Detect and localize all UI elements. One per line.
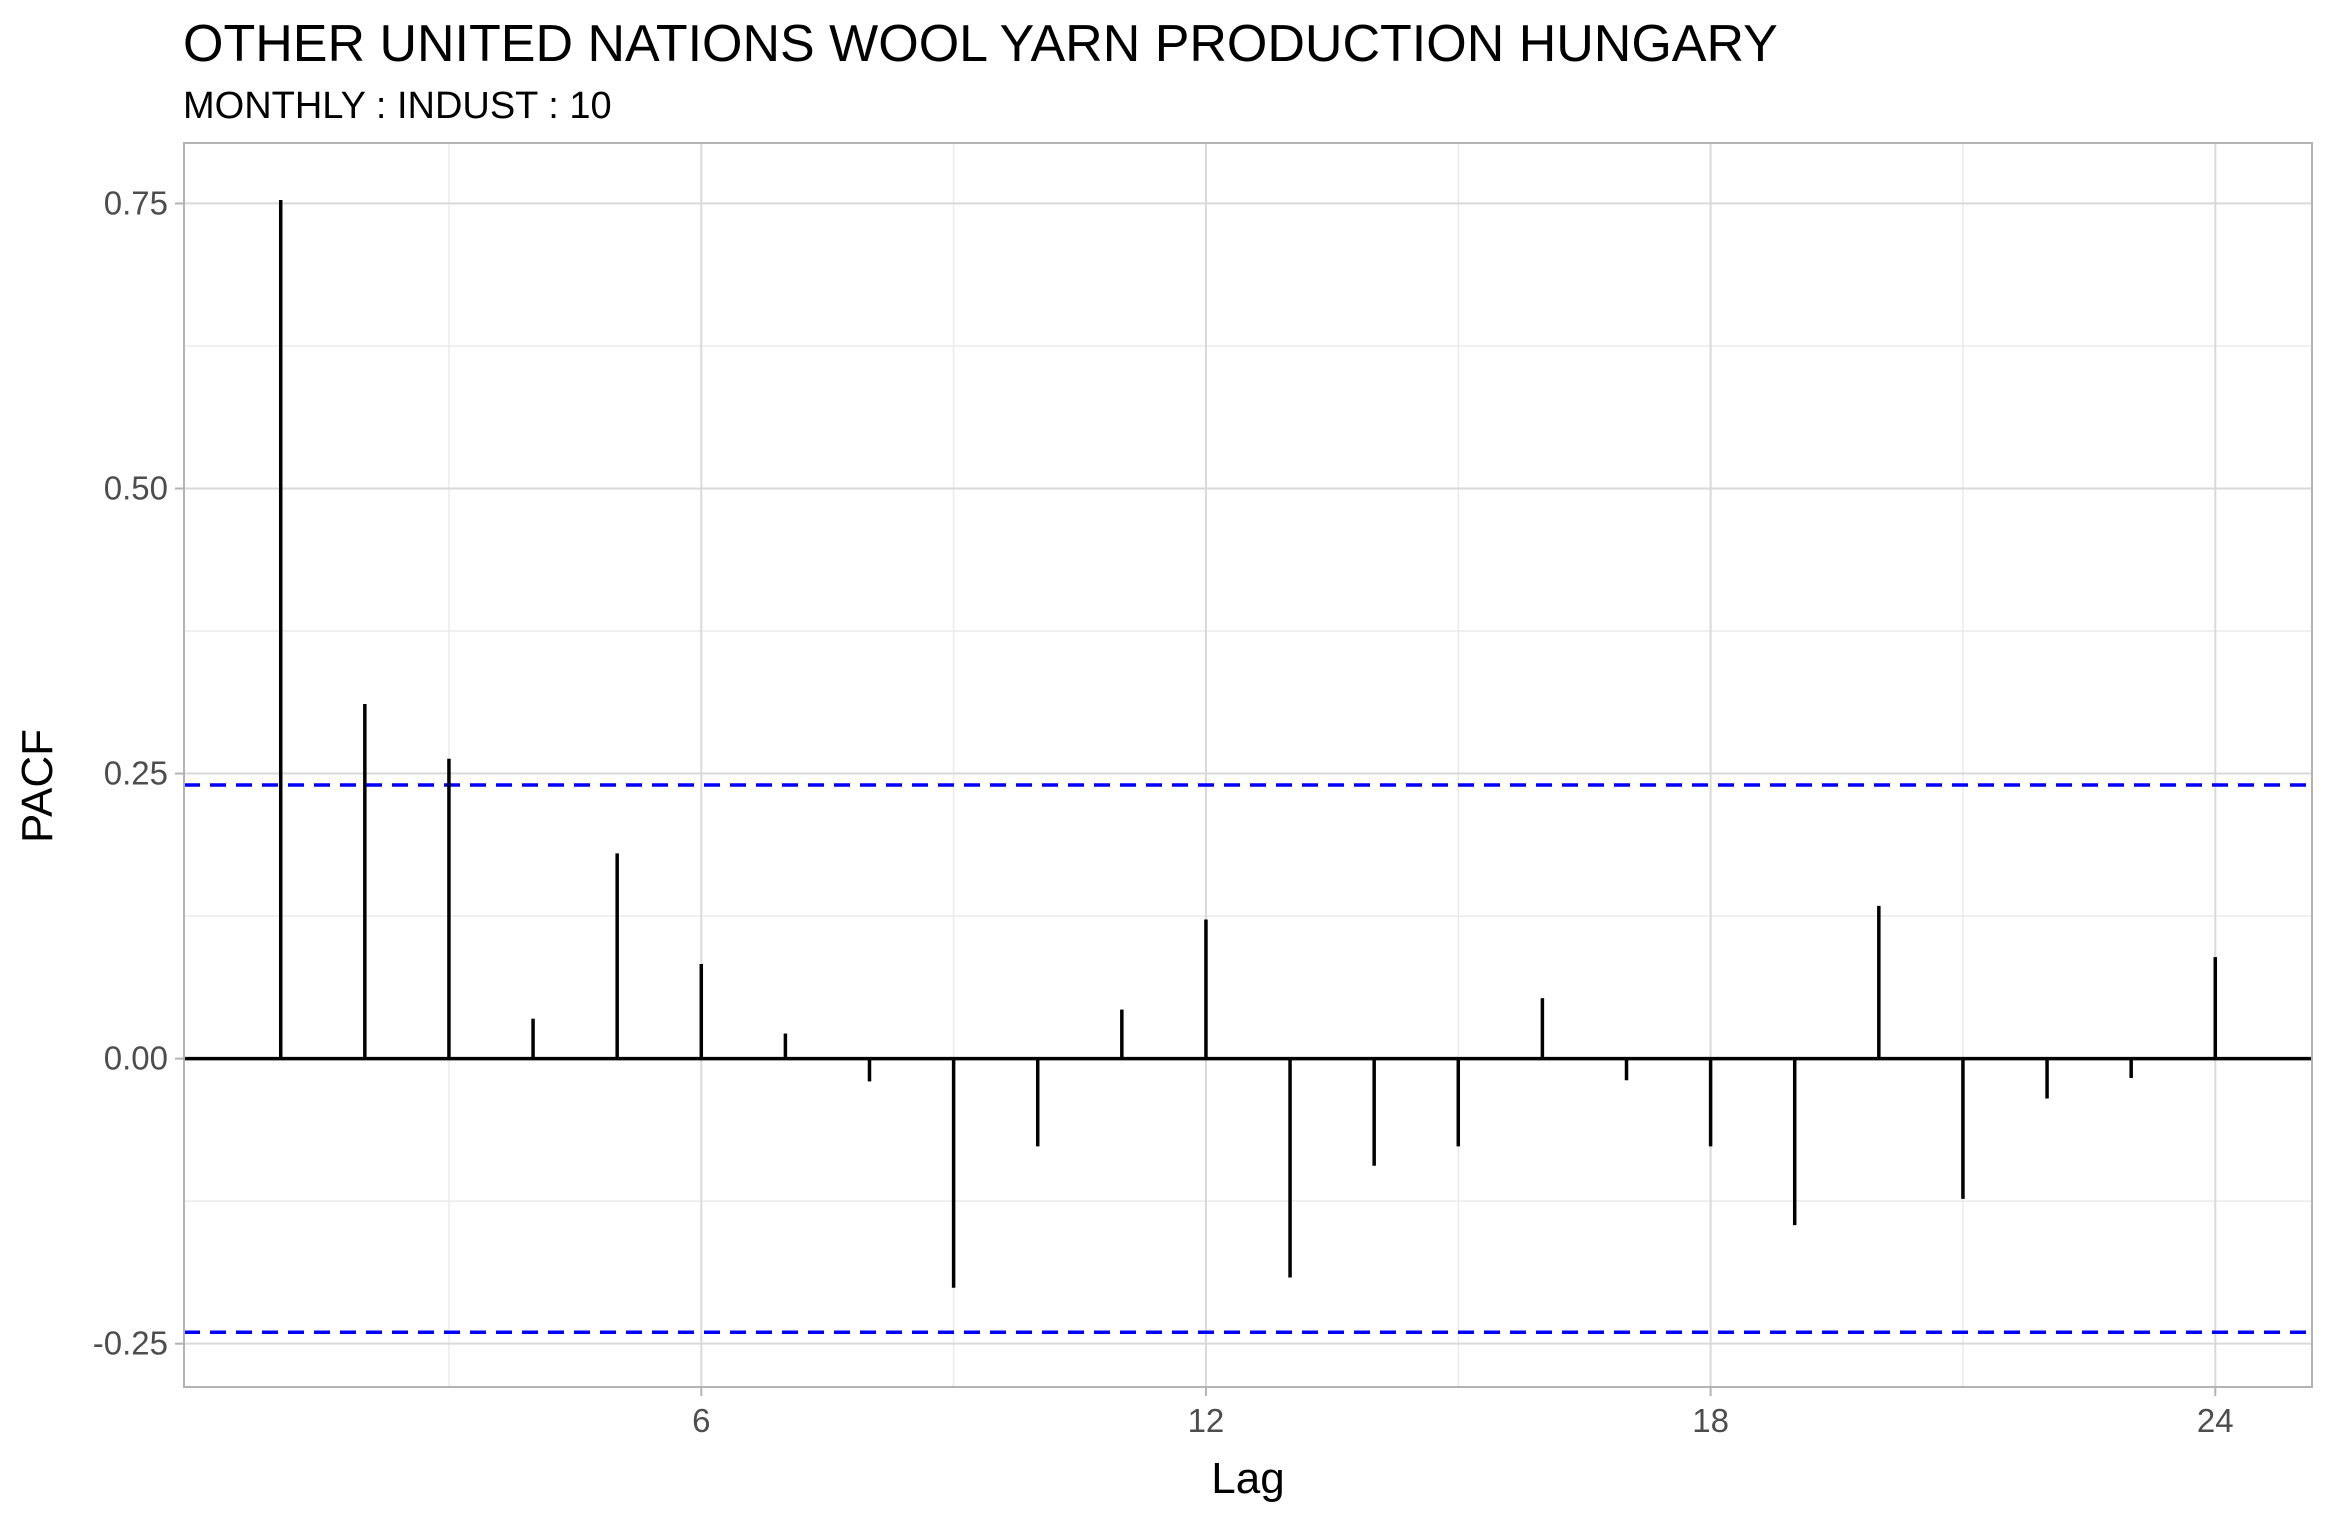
y-tick-label: 0.00 bbox=[104, 1040, 168, 1077]
y-tick-label: -0.25 bbox=[93, 1325, 168, 1362]
pacf-bars bbox=[278, 200, 2218, 1288]
x-axis-ticks: 6 12 18 24 bbox=[692, 1387, 2234, 1439]
chart-title: OTHER UNITED NATIONS WOOL YARN PRODUCTIO… bbox=[183, 15, 1778, 73]
x-axis-title: Lag bbox=[1211, 1454, 1284, 1503]
y-tick-label: 0.75 bbox=[104, 184, 168, 221]
chart-subtitle: MONTHLY : INDUST : 10 bbox=[183, 85, 612, 127]
y-tick-label: 0.50 bbox=[104, 469, 168, 506]
x-tick-label: 24 bbox=[2197, 1402, 2234, 1439]
y-axis-ticks: -0.25 0.00 0.25 0.50 0.75 bbox=[93, 184, 184, 1362]
confidence-bounds bbox=[184, 783, 2312, 1335]
y-tick-label: 0.25 bbox=[104, 755, 168, 792]
x-tick-label: 18 bbox=[1692, 1402, 1729, 1439]
x-tick-label: 12 bbox=[1188, 1402, 1225, 1439]
panel-border bbox=[183, 142, 2313, 1388]
grid bbox=[184, 143, 2312, 1387]
x-tick-label: 6 bbox=[692, 1402, 710, 1439]
y-axis-title: PACF bbox=[13, 729, 62, 843]
